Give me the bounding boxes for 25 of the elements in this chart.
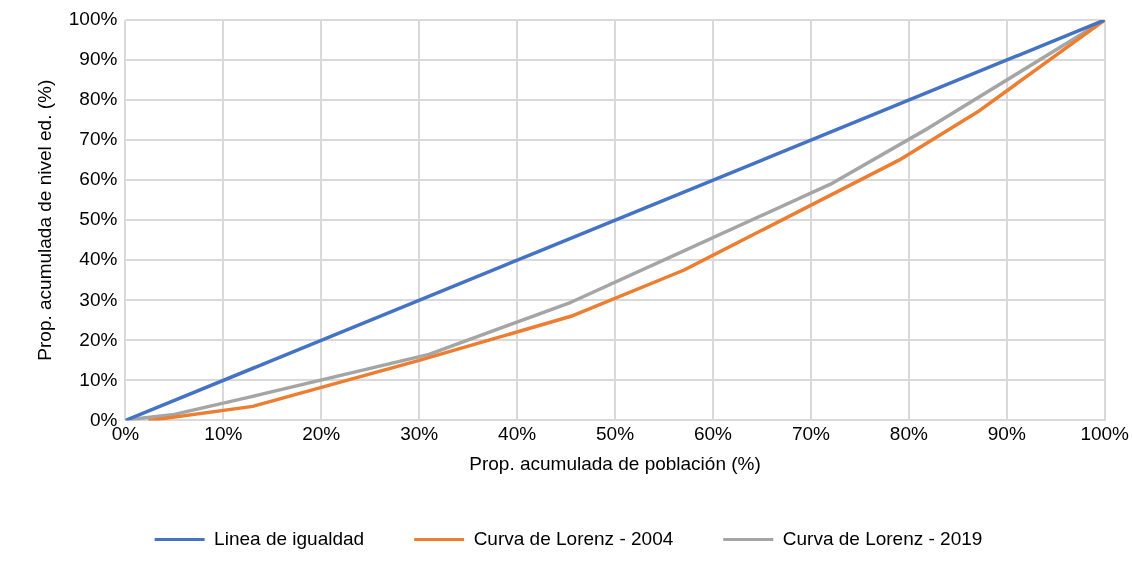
x-tick-label: 90% xyxy=(987,423,1026,445)
y-tick-label: 100% xyxy=(68,8,118,30)
x-tick-label: 20% xyxy=(302,423,341,445)
y-tick-label: 60% xyxy=(79,168,118,190)
legend-label: Curva de Lorenz - 2004 xyxy=(473,527,674,549)
y-tick-label: 70% xyxy=(79,128,118,150)
x-tick-label: 80% xyxy=(889,423,928,445)
y-tick-label: 20% xyxy=(79,328,118,350)
y-tick-label: 40% xyxy=(79,248,118,270)
y-tick-label: 30% xyxy=(79,288,118,310)
x-tick-label: 10% xyxy=(204,423,243,445)
y-tick-label: 90% xyxy=(79,48,118,70)
x-tick-label: 100% xyxy=(1080,423,1130,445)
y-tick-label: 50% xyxy=(79,208,118,230)
y-tick-label: 80% xyxy=(79,88,118,110)
y-tick-label: 10% xyxy=(79,368,118,390)
legend-label: Curva de Lorenz - 2019 xyxy=(782,527,983,549)
x-tick-label: 70% xyxy=(791,423,831,445)
x-tick-label: 40% xyxy=(498,423,537,445)
x-axis-title: Prop. acumulada de población (%) xyxy=(469,452,761,474)
y-axis-title: Prop. acumulada de nivel ed. (%) xyxy=(33,79,55,361)
x-tick-label: 30% xyxy=(400,423,439,445)
legend-label: Linea de igualdad xyxy=(214,527,365,549)
x-tick-label: 60% xyxy=(693,423,733,445)
x-tick-label: 50% xyxy=(596,423,635,445)
